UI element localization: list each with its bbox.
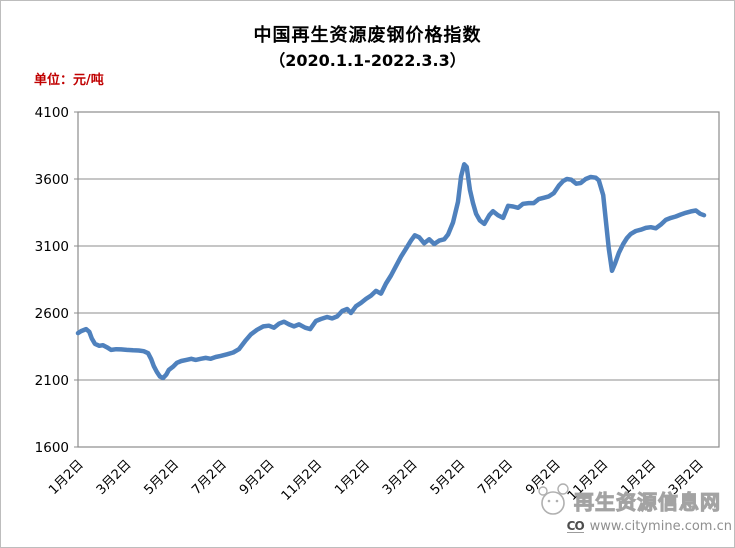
x-axis-label: 3月2日	[380, 457, 421, 498]
x-axis-label: 1月2日	[332, 457, 373, 498]
y-axis-label: 2100	[35, 373, 69, 389]
x-axis-label: 9月2日	[237, 457, 278, 498]
price-line	[75, 162, 707, 381]
x-axis-label: 7月2日	[475, 457, 516, 498]
x-axis-label: 1月2日	[46, 457, 87, 498]
y-axis-label: 1600	[35, 440, 69, 456]
x-axis-label: 3月2日	[94, 457, 135, 498]
x-axis-label: 11月2日	[565, 457, 612, 504]
x-axis-label: 9月2日	[523, 457, 564, 498]
x-axis-label: 7月2日	[189, 457, 230, 498]
y-axis-label: 4100	[35, 105, 69, 121]
x-axis-label: 1月2日	[618, 457, 659, 498]
x-axis-label: 11月2日	[279, 457, 326, 504]
chart-subtitle: （2020.1.1-2022.3.3）	[269, 51, 466, 70]
plot-border	[77, 111, 720, 448]
x-axis-label: 3月2日	[666, 457, 707, 498]
y-axis-label: 2600	[35, 306, 69, 322]
y-axis-label: 3600	[35, 172, 69, 188]
y-axis-label: 3100	[35, 239, 69, 255]
x-axis-label: 5月2日	[142, 457, 183, 498]
unit-label: 单位：元/吨	[34, 73, 104, 88]
chart-title: 中国再生资源废钢价格指数	[253, 25, 482, 46]
x-axis-label: 5月2日	[428, 457, 469, 498]
